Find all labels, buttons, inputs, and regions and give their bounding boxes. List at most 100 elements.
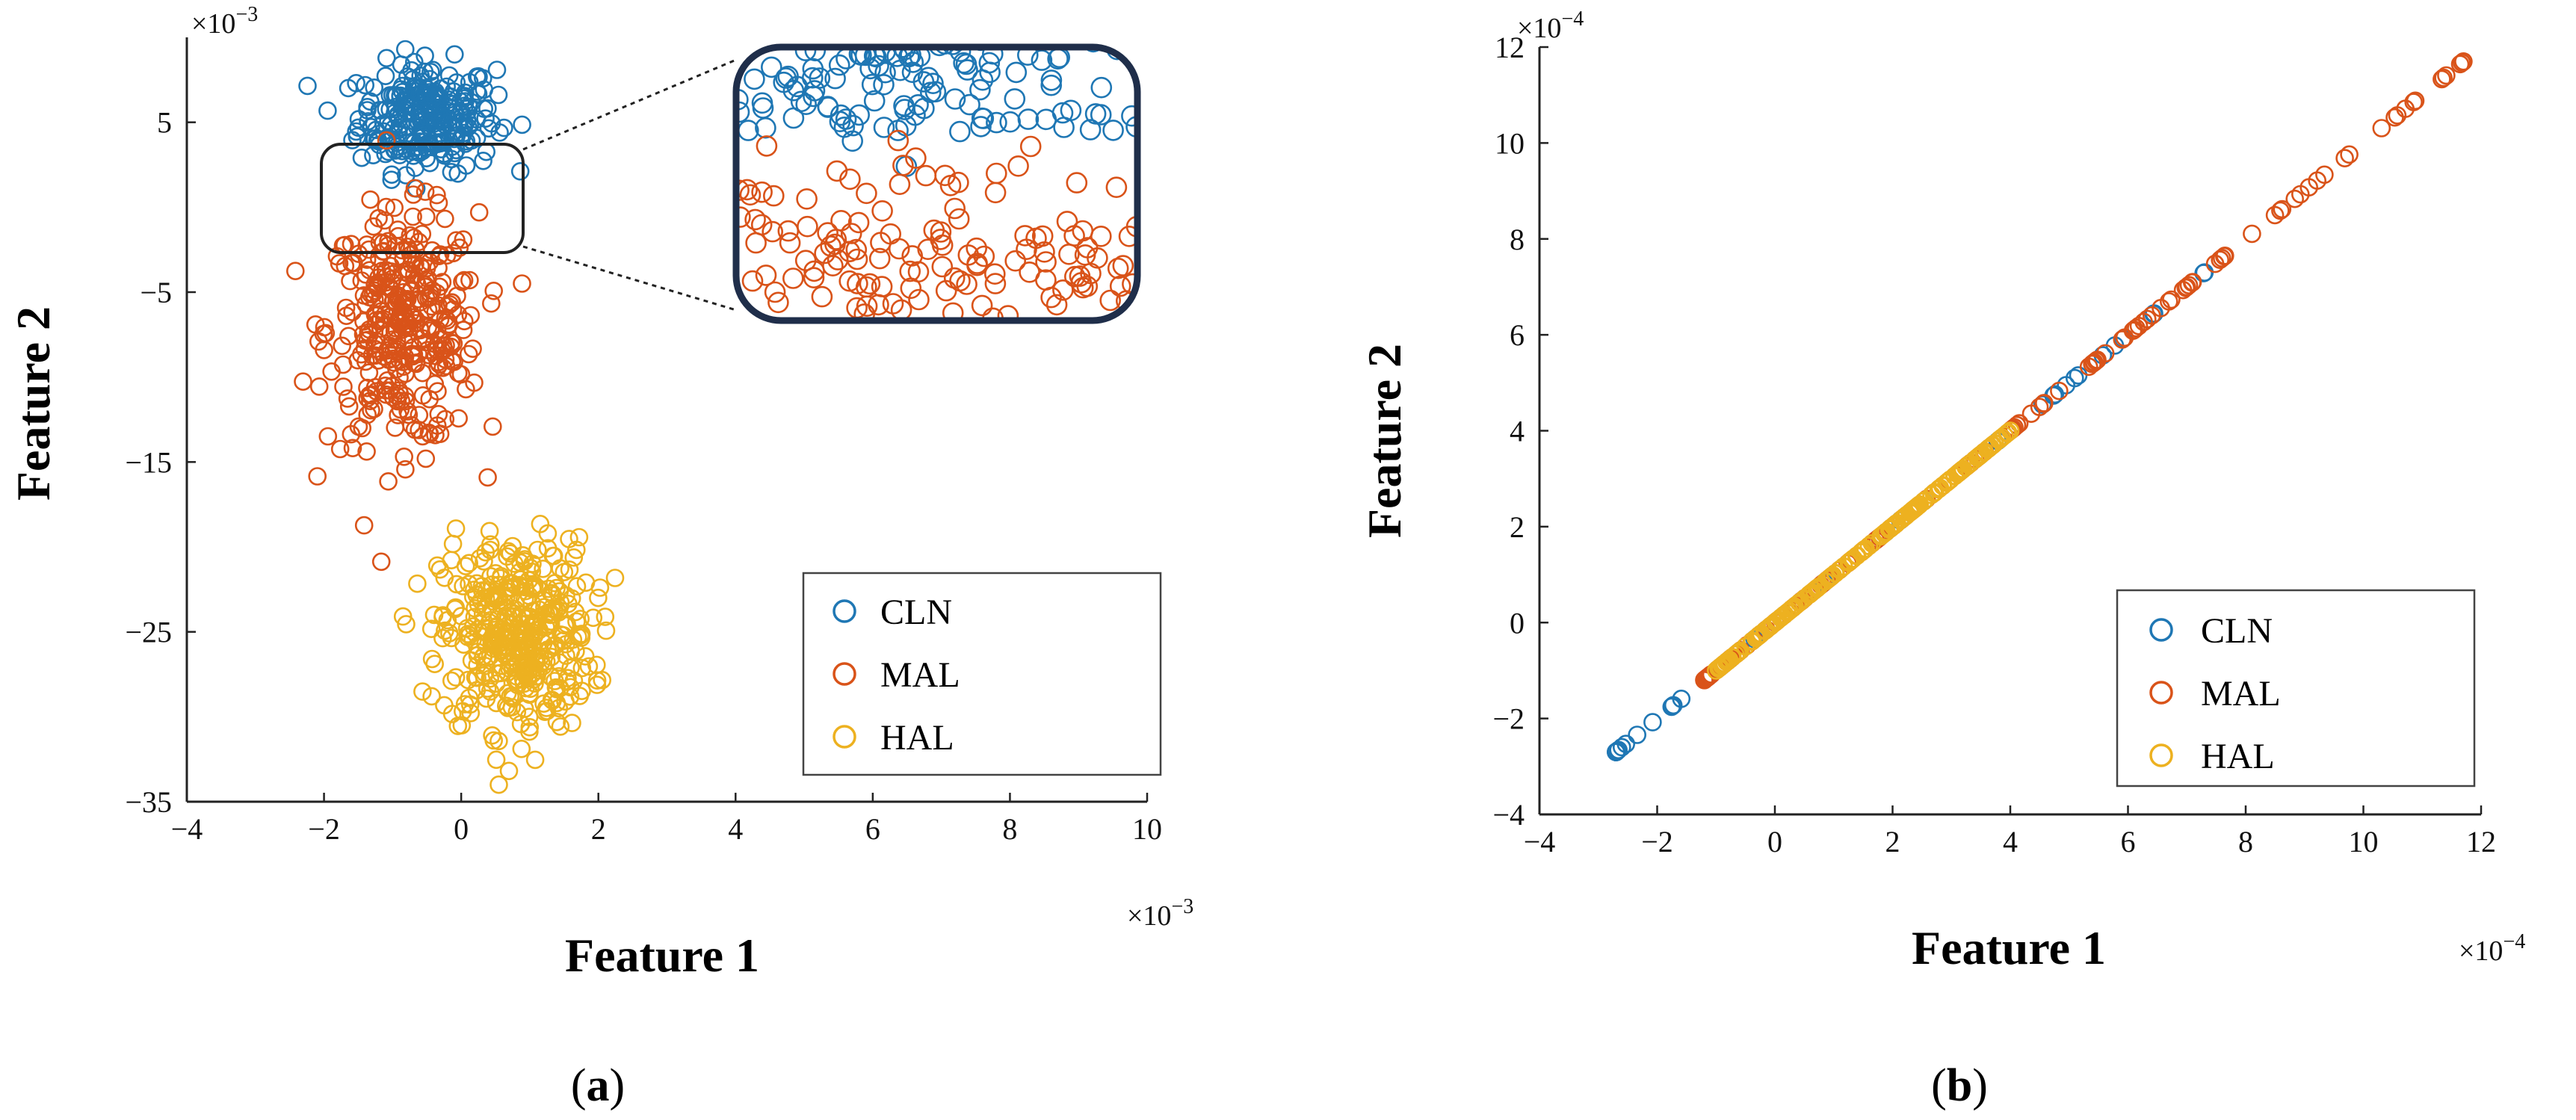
panel-b-point-mal [2273, 199, 2292, 219]
panel-b-point-mal [2211, 250, 2229, 270]
panel-a-point-hal [579, 657, 599, 676]
panel-a-point-mal [469, 202, 489, 222]
panel-a-point-cln [445, 45, 464, 64]
panel-b-x-tick-label: −4 [1524, 825, 1556, 858]
panel-a-point-mal [342, 253, 361, 273]
panel-a-point-hal [487, 750, 506, 770]
panel-a-point-cln [356, 75, 375, 95]
panel-a-point-hal [567, 612, 586, 631]
panel-a-inset-point-cln [861, 73, 883, 96]
legend-label-mal: MAL [880, 655, 960, 695]
panel-a-point-hal [446, 668, 466, 687]
panel-b-x-label: Feature 1 [1912, 921, 2106, 974]
panel-a-point-hal [465, 607, 484, 627]
panel-a-inset-point-mal [1118, 225, 1137, 247]
panel-a-inset-point-cln [833, 117, 856, 138]
panel-a-point-hal [504, 554, 524, 573]
panel-a-inset-point-mal [811, 285, 833, 308]
panel-a-inset-point-mal [763, 185, 785, 207]
panel-a-inset-point-mal [966, 237, 987, 259]
panel-a-point-mal [389, 220, 407, 239]
panel-a-point-hal [486, 563, 505, 583]
panel-a-x-tick-label: 4 [728, 812, 743, 846]
panel-a-point-mal [339, 397, 359, 416]
panel-a-point-mal [358, 389, 377, 408]
panel-a-point-mal [361, 190, 380, 209]
panel-a-point-mal [429, 194, 448, 212]
panel-a-point-mal [413, 224, 432, 244]
panel-a-point-hal [563, 714, 581, 732]
panel-a-point-mal [364, 217, 383, 236]
panel-a-inset-point-cln [740, 47, 762, 49]
panel-a-point-hal [499, 761, 519, 781]
panel-a-point-cln [410, 84, 430, 103]
panel-b-points [1607, 52, 2473, 761]
panel-a-inset-point-mal [755, 264, 777, 286]
panel-a-point-hal [486, 585, 505, 604]
panel-b-point-mal [2173, 280, 2193, 300]
panel-a-point-hal [421, 619, 441, 639]
panel-a-point-hal [496, 608, 516, 628]
panel-a-point-mal [435, 340, 454, 359]
panel-a-point-mal [309, 377, 329, 396]
panel-a-x-tick-label: 8 [1002, 812, 1017, 846]
panel-a-inset-point-cln [863, 47, 886, 66]
panel-a-point-mal [404, 207, 422, 226]
panel-a-point-cln [352, 148, 371, 167]
panel-b-point-hal [1843, 550, 1862, 569]
panel-b-point-cln [1609, 740, 1628, 760]
panel-a-inset-point-mal [1052, 279, 1074, 301]
panel-a-inset-point-mal [1074, 244, 1096, 266]
panel-a-inset-point-mal [942, 302, 964, 321]
panel-a-inset-point-cln [863, 90, 886, 112]
panel-a-point-hal [424, 605, 444, 625]
panel-a-y-ticks: −35 −25 −15 −5 5 [125, 106, 196, 819]
panel-a-inset-point-mal [762, 220, 783, 243]
panel-a-point-mal [315, 341, 333, 359]
panel-b-point-mal [2176, 278, 2196, 297]
panel-a-inset-point-cln [794, 47, 817, 61]
panel-a-point-mal [459, 344, 478, 364]
panel-a-inset-point-cln [873, 74, 895, 96]
panel-a-point-cln [416, 46, 434, 65]
panel-b-point-hal [1983, 436, 2002, 455]
panel-a-point-cln [455, 114, 474, 133]
panel-a-inset-point-mal [949, 270, 971, 292]
panel-a-inset-point-cln [942, 47, 963, 55]
panel-a-point-cln [510, 162, 530, 181]
panel-a-inset-point-cln [1035, 108, 1057, 131]
panel-a-point-hal [413, 682, 432, 701]
panel-a-point-hal [474, 648, 492, 666]
panel-a-point-hal [492, 595, 512, 615]
panel-b-point-mal [2434, 68, 2453, 87]
panel-a-point-mal [377, 197, 396, 217]
panel-b-point-hal [1729, 643, 1749, 661]
panel-a-point-hal [487, 693, 506, 713]
panel-a-inset-point-cln [901, 61, 924, 84]
legend-marker-cln [2149, 618, 2173, 642]
panel-a-inset-point-cln [1060, 99, 1082, 122]
panel-a-inset-point-mal [984, 263, 1006, 285]
panel-a-inset-point-mal [745, 232, 767, 254]
panel-a-point-mal [396, 460, 415, 479]
panel-a-x-tick-label: −2 [308, 812, 340, 846]
legend-marker-mal [833, 662, 856, 686]
panel-b-y-tick-label: 2 [1510, 510, 1525, 544]
panel-a-point-hal [507, 702, 527, 722]
panel-a-point-mal [436, 209, 454, 229]
panel-a-point-mal [483, 417, 502, 436]
panel-b-point-hal [1884, 516, 1903, 536]
panel-a-point-mal [403, 308, 421, 327]
panel-a-point-hal [489, 775, 508, 794]
panel-a-point-mal [381, 323, 400, 342]
panel-a-inset-point-cln [1004, 88, 1026, 110]
panel-a-point-mal [371, 273, 390, 292]
panel-a-point-mal [384, 291, 403, 310]
panel-b-x-tick-label: 10 [2349, 825, 2379, 858]
panel-a-y-tick-label: −15 [125, 445, 172, 479]
panel-a-point-cln [475, 80, 494, 99]
panel-a-point-hal [476, 634, 495, 654]
panel-a-inset-point-cln [824, 67, 846, 90]
panel-a-inset-point-cln [918, 66, 939, 89]
panel-a-point-cln [447, 140, 466, 160]
